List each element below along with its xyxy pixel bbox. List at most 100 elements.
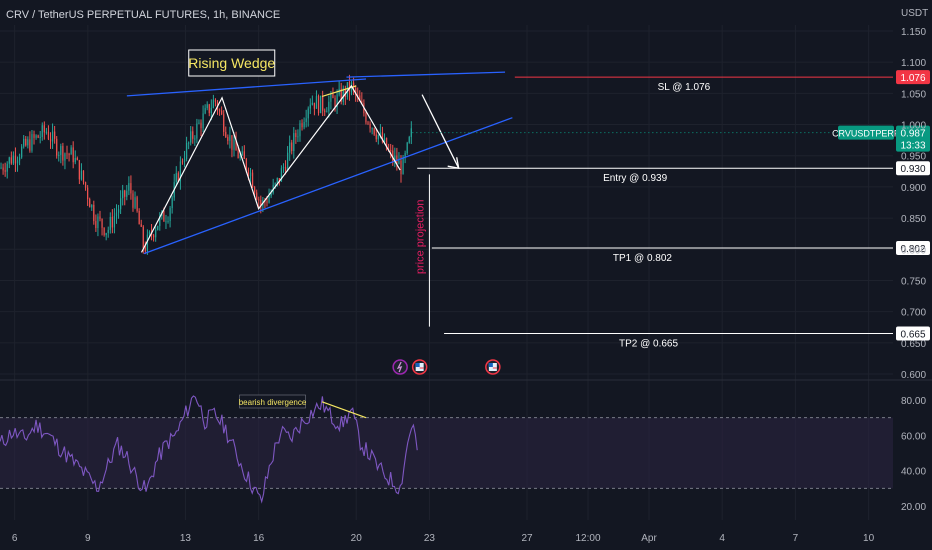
candle-body[interactable]: [76, 157, 78, 161]
candle-body[interactable]: [410, 128, 412, 138]
wedge-upper-line[interactable]: [126, 78, 367, 97]
candle-body[interactable]: [62, 146, 64, 161]
candle-body[interactable]: [64, 153, 66, 161]
candle-body[interactable]: [260, 200, 262, 206]
candle-body[interactable]: [212, 99, 215, 108]
candle-body[interactable]: [132, 193, 134, 208]
candle-body[interactable]: [200, 122, 202, 129]
candle-body[interactable]: [119, 198, 122, 210]
candle-body[interactable]: [54, 131, 56, 139]
candle-body[interactable]: [394, 155, 396, 161]
candle-body[interactable]: [35, 135, 37, 138]
candle-body[interactable]: [99, 216, 101, 219]
candle-body[interactable]: [144, 247, 146, 252]
candle-body[interactable]: [357, 94, 359, 96]
candle-body[interactable]: [107, 229, 109, 234]
candle-body[interactable]: [78, 160, 80, 180]
candle-body[interactable]: [214, 99, 217, 103]
candle-body[interactable]: [225, 131, 227, 138]
candle-body[interactable]: [311, 102, 313, 105]
candle-body[interactable]: [89, 199, 91, 208]
candle-body[interactable]: [138, 210, 140, 225]
candle-body[interactable]: [179, 161, 182, 182]
candle-body[interactable]: [115, 212, 118, 217]
candle-body[interactable]: [297, 136, 299, 138]
candle-body[interactable]: [14, 155, 17, 164]
candle-body[interactable]: [84, 182, 87, 188]
price-levels[interactable]: SL @ 1.076 1.076 Entry @ 0.939 0.930 TP1 @ 0…: [412, 70, 930, 349]
candle-body[interactable]: [278, 178, 280, 182]
price-axis[interactable]: 0.600 0.650 0.700 0.750 0.800 0.850 0.900 0.950…: [901, 27, 926, 513]
candle-body[interactable]: [315, 96, 318, 109]
sl-price-badge[interactable]: [896, 70, 930, 85]
candle-body[interactable]: [241, 151, 243, 155]
candle-body[interactable]: [4, 170, 6, 172]
candle-body[interactable]: [152, 235, 155, 238]
candle-body[interactable]: [47, 131, 50, 139]
candle-body[interactable]: [117, 209, 120, 213]
candle-body[interactable]: [385, 138, 388, 150]
projection-arrow-line[interactable]: [421, 94, 460, 169]
candle-body[interactable]: [155, 230, 157, 238]
candle-body[interactable]: [122, 190, 124, 199]
time-axis[interactable]: 6 9 13 16 20 23 27 12:00 Apr 4 7 10: [12, 533, 875, 544]
candle-body[interactable]: [198, 122, 200, 124]
candle-body[interactable]: [169, 208, 171, 221]
candle-body[interactable]: [16, 160, 19, 164]
candle-body[interactable]: [33, 134, 35, 138]
candle-body[interactable]: [70, 147, 72, 155]
candle-body[interactable]: [383, 138, 386, 143]
candle-body[interactable]: [202, 113, 204, 129]
candle-body[interactable]: [29, 139, 31, 151]
candle-body[interactable]: [41, 125, 43, 137]
candle-body[interactable]: [25, 138, 27, 146]
candle-body[interactable]: [190, 131, 192, 143]
candle-body[interactable]: [140, 224, 142, 227]
candle-body[interactable]: [167, 220, 169, 222]
candle-body[interactable]: [249, 172, 252, 176]
candle-body[interactable]: [74, 157, 76, 163]
candle-body[interactable]: [280, 168, 283, 182]
level-price-badge[interactable]: [896, 326, 930, 341]
candle-body[interactable]: [8, 157, 10, 164]
candle-body[interactable]: [336, 94, 338, 108]
candle-body[interactable]: [342, 88, 344, 102]
candle-body[interactable]: [49, 138, 52, 142]
candle-body[interactable]: [322, 95, 324, 111]
candle-body[interactable]: [284, 167, 287, 171]
candle-body[interactable]: [340, 88, 342, 102]
candle-body[interactable]: [392, 150, 394, 161]
candle-body[interactable]: [348, 82, 351, 93]
candle-body[interactable]: [355, 87, 357, 95]
candle-body[interactable]: [227, 137, 229, 141]
candle-body[interactable]: [103, 227, 105, 236]
candle-body[interactable]: [134, 197, 136, 208]
candle-body[interactable]: [45, 131, 48, 133]
candle-body[interactable]: [328, 101, 330, 112]
wedge-upper-extension[interactable]: [346, 71, 506, 78]
candle-body[interactable]: [258, 199, 260, 201]
candle-body[interactable]: [111, 216, 113, 228]
candle-body[interactable]: [291, 142, 293, 152]
candle-body[interactable]: [365, 113, 367, 123]
candle-body[interactable]: [157, 225, 159, 231]
candle-body[interactable]: [282, 167, 285, 169]
candle-body[interactable]: [27, 139, 29, 146]
candle-body[interactable]: [332, 93, 334, 99]
level-price-badge[interactable]: [896, 241, 930, 256]
candle-body[interactable]: [109, 216, 111, 230]
candle-body[interactable]: [56, 138, 58, 156]
candle-body[interactable]: [346, 82, 349, 97]
candle-body[interactable]: [299, 123, 301, 137]
candle-body[interactable]: [124, 190, 126, 197]
wedge-zigzag[interactable]: [140, 84, 401, 253]
candle-body[interactable]: [128, 183, 130, 191]
candle-body[interactable]: [95, 221, 97, 229]
candle-body[interactable]: [163, 211, 165, 222]
current-price-badge[interactable]: [896, 125, 930, 152]
candle-body[interactable]: [352, 82, 355, 88]
candle-body[interactable]: [404, 153, 406, 158]
candle-body[interactable]: [39, 136, 41, 138]
candle-body[interactable]: [326, 111, 328, 113]
candle-body[interactable]: [188, 142, 190, 144]
